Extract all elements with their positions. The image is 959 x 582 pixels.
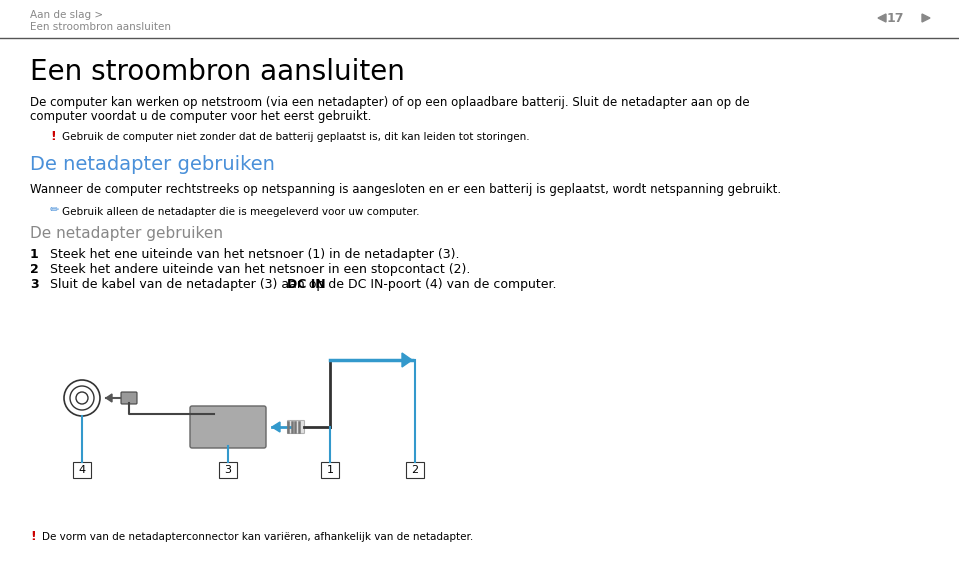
- FancyBboxPatch shape: [288, 421, 305, 434]
- Polygon shape: [922, 14, 930, 22]
- Text: 1: 1: [30, 248, 38, 261]
- Text: DC IN: DC IN: [288, 278, 326, 291]
- Text: Gebruik alleen de netadapter die is meegeleverd voor uw computer.: Gebruik alleen de netadapter die is meeg…: [62, 207, 419, 217]
- Text: Wanneer de computer rechtstreeks op netspanning is aangesloten en er een batteri: Wanneer de computer rechtstreeks op nets…: [30, 183, 782, 196]
- Bar: [219, 462, 237, 478]
- Polygon shape: [402, 353, 412, 367]
- Text: Een stroombron aansluiten: Een stroombron aansluiten: [30, 58, 405, 86]
- Text: computer voordat u de computer voor het eerst gebruikt.: computer voordat u de computer voor het …: [30, 110, 371, 123]
- Polygon shape: [878, 14, 886, 22]
- Text: Aan de slag >: Aan de slag >: [30, 10, 104, 20]
- Text: De netadapter gebruiken: De netadapter gebruiken: [30, 226, 223, 241]
- Text: 3: 3: [224, 465, 231, 475]
- Text: Steek het andere uiteinde van het netsnoer in een stopcontact (2).: Steek het andere uiteinde van het netsno…: [50, 263, 470, 276]
- Text: Gebruik de computer niet zonder dat de batterij geplaatst is, dit kan leiden tot: Gebruik de computer niet zonder dat de b…: [62, 132, 529, 142]
- Text: 2: 2: [411, 465, 418, 475]
- Text: !: !: [30, 530, 35, 543]
- Text: Sluit de kabel van de netadapter (3) aan op de DC IN-poort (4) van de computer.: Sluit de kabel van de netadapter (3) aan…: [50, 278, 556, 291]
- Text: Steek het ene uiteinde van het netsnoer (1) in de netadapter (3).: Steek het ene uiteinde van het netsnoer …: [50, 248, 459, 261]
- Text: 4: 4: [79, 465, 85, 475]
- Text: Een stroombron aansluiten: Een stroombron aansluiten: [30, 22, 171, 32]
- Polygon shape: [106, 394, 112, 402]
- Text: 1: 1: [326, 465, 334, 475]
- Text: De netadapter gebruiken: De netadapter gebruiken: [30, 155, 275, 174]
- Text: 3: 3: [30, 278, 38, 291]
- Bar: [321, 462, 339, 478]
- Text: 2: 2: [30, 263, 38, 276]
- Text: !: !: [50, 130, 56, 143]
- Text: 17: 17: [886, 12, 903, 24]
- Text: De computer kan werken op netstroom (via een netadapter) of op een oplaadbare ba: De computer kan werken op netstroom (via…: [30, 96, 750, 109]
- FancyBboxPatch shape: [121, 392, 137, 404]
- Bar: [73, 462, 91, 478]
- Bar: [406, 462, 424, 478]
- Text: De vorm van de netadapterconnector kan variëren, afhankelijk van de netadapter.: De vorm van de netadapterconnector kan v…: [42, 532, 473, 542]
- Text: ✏: ✏: [50, 205, 59, 215]
- FancyBboxPatch shape: [190, 406, 266, 448]
- Polygon shape: [272, 422, 280, 432]
